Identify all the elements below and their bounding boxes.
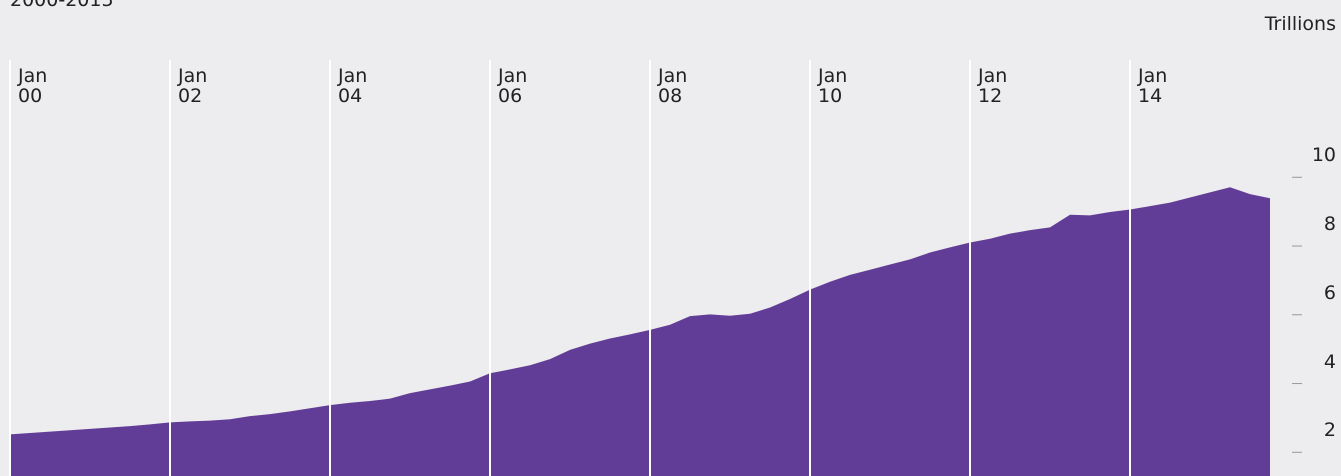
y-tick-label: 10 (1311, 144, 1336, 167)
subtitle: 2000-2015 (10, 0, 114, 11)
x-tick-label: Jan 12 (978, 65, 1008, 107)
y-tick-label: 4 (1323, 350, 1336, 373)
x-tick-label: Jan 14 (1138, 65, 1168, 107)
x-tick-label: Jan 06 (498, 65, 528, 107)
x-tick-label: Jan 04 (338, 65, 368, 107)
y-tick-label: 2 (1323, 419, 1336, 442)
area (10, 187, 1270, 476)
x-tick-label: Jan 00 (18, 65, 48, 107)
y-tick-label: 6 (1323, 281, 1336, 304)
x-tick-label: Jan 02 (178, 65, 208, 107)
x-tick-label: Jan 10 (818, 65, 848, 107)
x-tick-label: Jan 08 (658, 65, 688, 107)
y-tick-label: 8 (1323, 213, 1336, 236)
y-axis-label: Trillions (1264, 13, 1336, 35)
